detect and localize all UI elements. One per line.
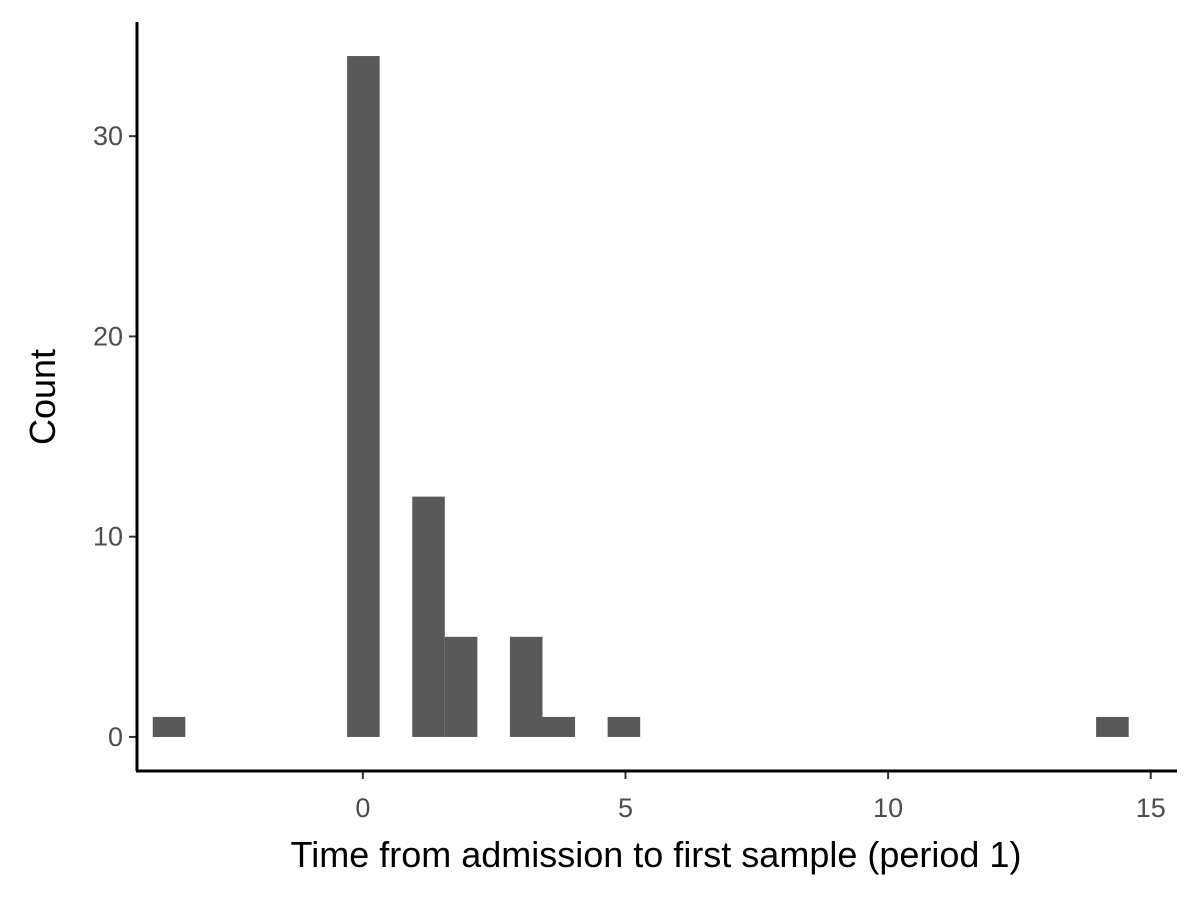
histogram-bar: [607, 716, 641, 737]
x-axis-ticks: 0 5 10 15: [355, 771, 1166, 823]
y-axis-title: Count: [22, 349, 63, 445]
x-tick-label: 10: [873, 793, 903, 823]
histogram-bars: [152, 56, 1129, 737]
y-tick-label: 10: [93, 522, 123, 552]
histogram-bar: [444, 636, 478, 737]
y-tick-label: 20: [93, 321, 123, 351]
x-tick-label: 0: [355, 793, 370, 823]
x-axis-title: Time from admission to first sample (per…: [291, 834, 1022, 875]
histogram-bar: [412, 496, 445, 737]
histogram-bar: [542, 716, 576, 737]
histogram-bar: [509, 636, 543, 737]
histogram-bar: [1096, 716, 1129, 737]
x-tick-label: 15: [1136, 793, 1166, 823]
histogram-bar: [347, 56, 380, 737]
y-axis-ticks: 0 10 20 30: [93, 121, 137, 752]
x-tick-label: 5: [618, 793, 633, 823]
y-tick-label: 30: [93, 121, 123, 151]
y-tick-label: 0: [108, 722, 123, 752]
histogram-bar: [152, 716, 186, 737]
